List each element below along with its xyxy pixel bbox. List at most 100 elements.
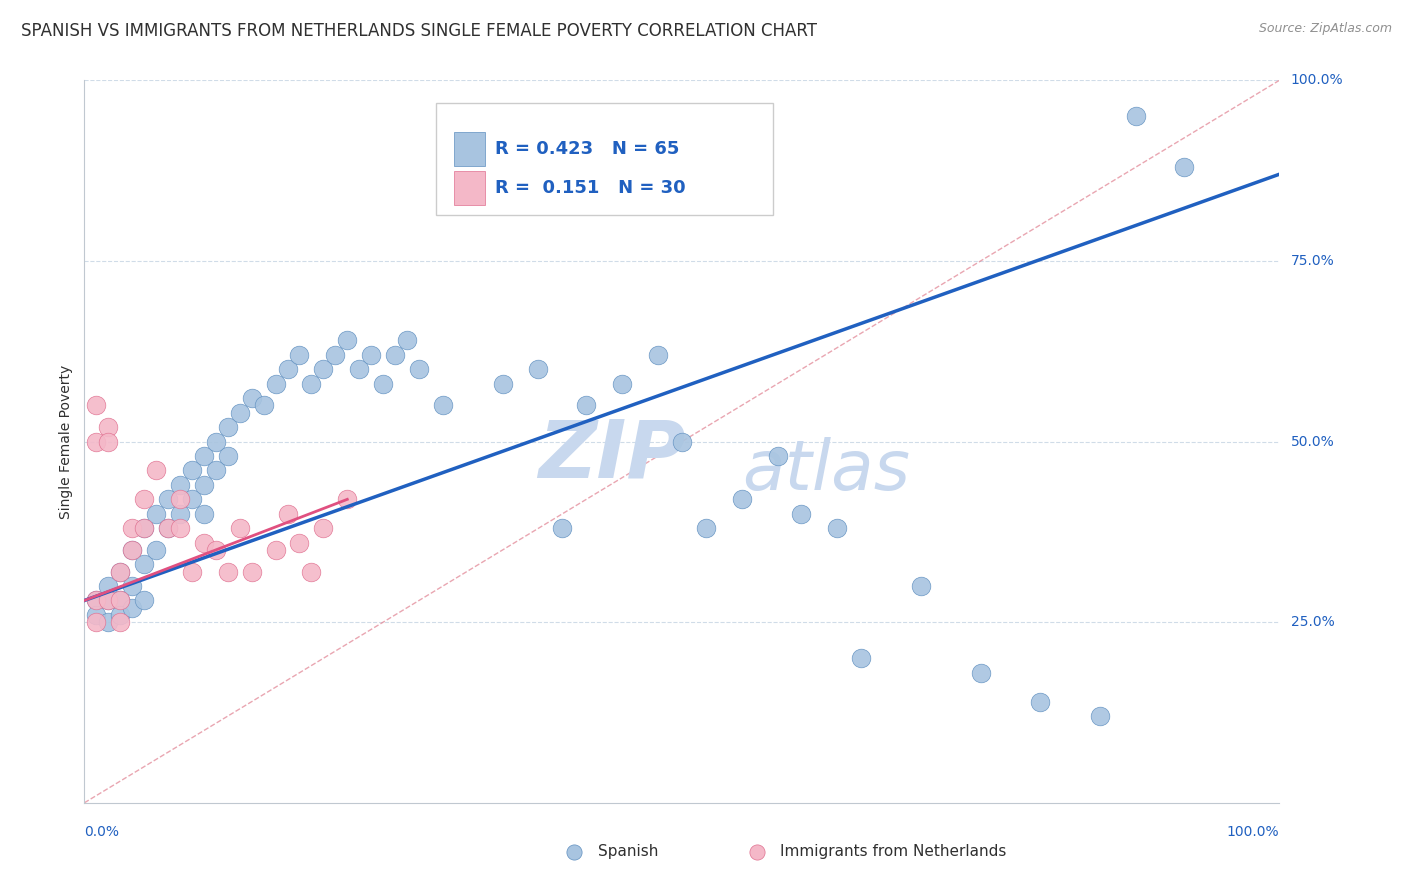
Point [360, 348, 382, 362]
Point [384, 348, 406, 362]
Point [110, 565, 132, 579]
Point [288, 348, 311, 362]
Point [217, 449, 239, 463]
Point [217, 420, 239, 434]
Point [193, 449, 215, 463]
Text: Source: ZipAtlas.com: Source: ZipAtlas.com [1258, 22, 1392, 36]
Point [181, 492, 204, 507]
Point [336, 334, 359, 348]
Point [1125, 110, 1147, 124]
Point [121, 521, 143, 535]
Point [240, 391, 263, 405]
Text: 25.0%: 25.0% [1291, 615, 1334, 629]
Point [408, 362, 430, 376]
Text: 100.0%: 100.0% [1227, 825, 1279, 839]
Point [169, 478, 191, 492]
Point [205, 463, 228, 477]
Point [205, 434, 228, 449]
Text: 0.0%: 0.0% [84, 825, 120, 839]
Point [97, 579, 120, 593]
Point [612, 376, 634, 391]
Point [86, 593, 108, 607]
Point [432, 398, 454, 412]
Text: R =  0.151   N = 30: R = 0.151 N = 30 [495, 178, 686, 197]
Point [1090, 709, 1112, 723]
Point [121, 542, 143, 557]
Point [264, 376, 287, 391]
Point [193, 507, 215, 521]
Point [336, 492, 359, 507]
Text: SPANISH VS IMMIGRANTS FROM NETHERLANDS SINGLE FEMALE POVERTY CORRELATION CHART: SPANISH VS IMMIGRANTS FROM NETHERLANDS S… [21, 22, 817, 40]
Text: ZIP: ZIP [538, 417, 686, 495]
Point [145, 507, 167, 521]
Point [181, 463, 204, 477]
Point [86, 434, 108, 449]
Point [97, 593, 120, 607]
Point [132, 521, 156, 535]
Point [647, 348, 669, 362]
Point [110, 607, 132, 622]
Point [157, 492, 180, 507]
Point [132, 492, 156, 507]
Point [790, 507, 813, 521]
Point [217, 565, 239, 579]
Point [747, 845, 769, 859]
Point [671, 434, 693, 449]
Point [312, 362, 335, 376]
Point [157, 521, 180, 535]
Text: 75.0%: 75.0% [1291, 254, 1334, 268]
Point [910, 579, 932, 593]
Point [527, 362, 550, 376]
Point [97, 434, 120, 449]
Point [1029, 695, 1052, 709]
Point [193, 535, 215, 549]
Point [110, 593, 132, 607]
Point [562, 845, 586, 859]
Point [121, 542, 143, 557]
Point [97, 420, 120, 434]
Point [97, 593, 120, 607]
Point [86, 593, 108, 607]
Point [325, 348, 347, 362]
Text: R = 0.423   N = 65: R = 0.423 N = 65 [495, 140, 679, 158]
Point [264, 542, 287, 557]
Point [288, 535, 311, 549]
Point [851, 651, 873, 665]
Point [145, 463, 167, 477]
Point [132, 558, 156, 572]
Point [181, 565, 204, 579]
Point [86, 615, 108, 630]
Text: 50.0%: 50.0% [1291, 434, 1334, 449]
Point [97, 615, 120, 630]
Point [277, 362, 299, 376]
Point [551, 521, 574, 535]
Point [157, 521, 180, 535]
Point [121, 579, 143, 593]
Point [240, 565, 263, 579]
Y-axis label: Single Female Poverty: Single Female Poverty [59, 365, 73, 518]
Point [492, 376, 515, 391]
Text: Immigrants from Netherlands: Immigrants from Netherlands [780, 845, 1007, 859]
Point [86, 398, 108, 412]
Point [1173, 160, 1195, 174]
Point [169, 492, 191, 507]
Point [373, 376, 395, 391]
Point [575, 398, 598, 412]
Point [301, 565, 323, 579]
Text: atlas: atlas [742, 437, 910, 504]
Point [169, 521, 191, 535]
Text: 100.0%: 100.0% [1291, 73, 1343, 87]
Point [229, 521, 252, 535]
Point [301, 376, 323, 391]
Point [193, 478, 215, 492]
Point [145, 542, 167, 557]
Point [970, 665, 993, 680]
Text: Spanish: Spanish [598, 845, 658, 859]
Point [731, 492, 754, 507]
Point [110, 565, 132, 579]
Point [277, 507, 299, 521]
Point [827, 521, 849, 535]
Point [253, 398, 276, 412]
Point [396, 334, 419, 348]
Point [229, 406, 252, 420]
